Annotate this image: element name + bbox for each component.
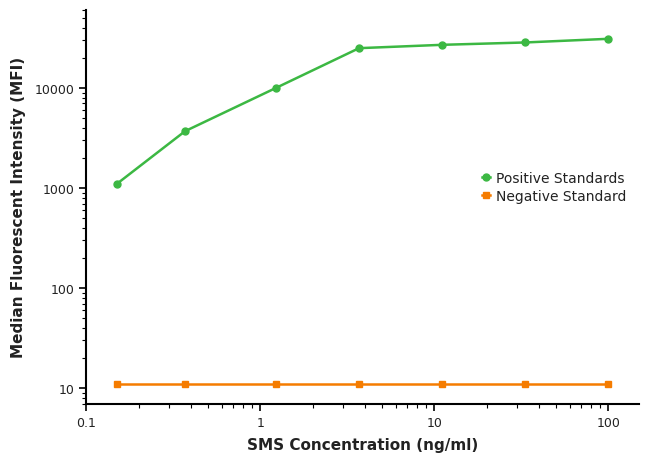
X-axis label: SMS Concentration (ng/ml): SMS Concentration (ng/ml) [247,437,478,452]
Negative Standard [438,382,446,387]
Positive Standards [355,46,363,52]
Negative Standard [355,382,363,387]
Positive Standards [113,182,121,188]
Negative Standard [521,382,529,387]
Line: Positive Standards: Positive Standards [113,36,612,188]
Y-axis label: Median Fluorescent Intensity (MFI): Median Fluorescent Intensity (MFI) [11,57,26,358]
Negative Standard [272,382,280,387]
Positive Standards [521,41,529,46]
Positive Standards [181,129,189,135]
Positive Standards [272,86,280,92]
Negative Standard [181,382,189,387]
Negative Standard [604,382,612,387]
Negative Standard [113,382,121,387]
Positive Standards [604,37,612,43]
Line: Negative Standard: Negative Standard [113,381,612,388]
Positive Standards [438,43,446,49]
Legend: Positive Standards, Negative Standard: Positive Standards, Negative Standard [482,172,627,204]
